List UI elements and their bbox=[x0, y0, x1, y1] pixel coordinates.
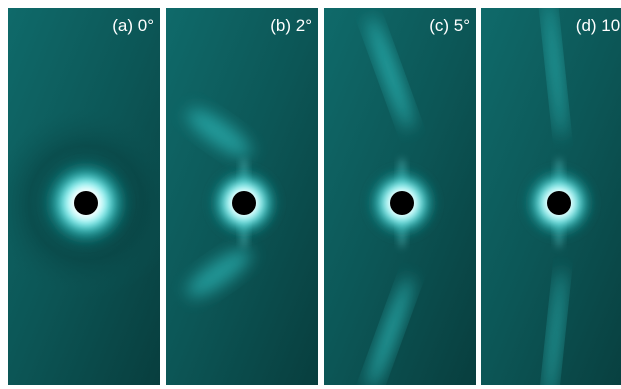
beam-stop bbox=[232, 191, 256, 215]
figure: (a) 0° (b) 2° (c) 5° (d) 10° bbox=[0, 0, 621, 389]
panel: (c) 5° bbox=[324, 8, 476, 389]
panel: (b) 2° bbox=[166, 8, 318, 385]
panel-label: (d) 10° bbox=[576, 16, 621, 35]
page: (a) 0°(b) 2°(c) 5°(d) 10° (() => { const… bbox=[0, 0, 621, 389]
beam-stop bbox=[390, 191, 414, 215]
beam-stop bbox=[74, 191, 98, 215]
panel-label: (a) 0° bbox=[112, 16, 154, 35]
panel: (d) 10° bbox=[481, 0, 621, 389]
beam-stop bbox=[547, 191, 571, 215]
panel: (a) 0° bbox=[0, 8, 181, 385]
panel-label: (b) 2° bbox=[270, 16, 312, 35]
panel-label: (c) 5° bbox=[429, 16, 470, 35]
